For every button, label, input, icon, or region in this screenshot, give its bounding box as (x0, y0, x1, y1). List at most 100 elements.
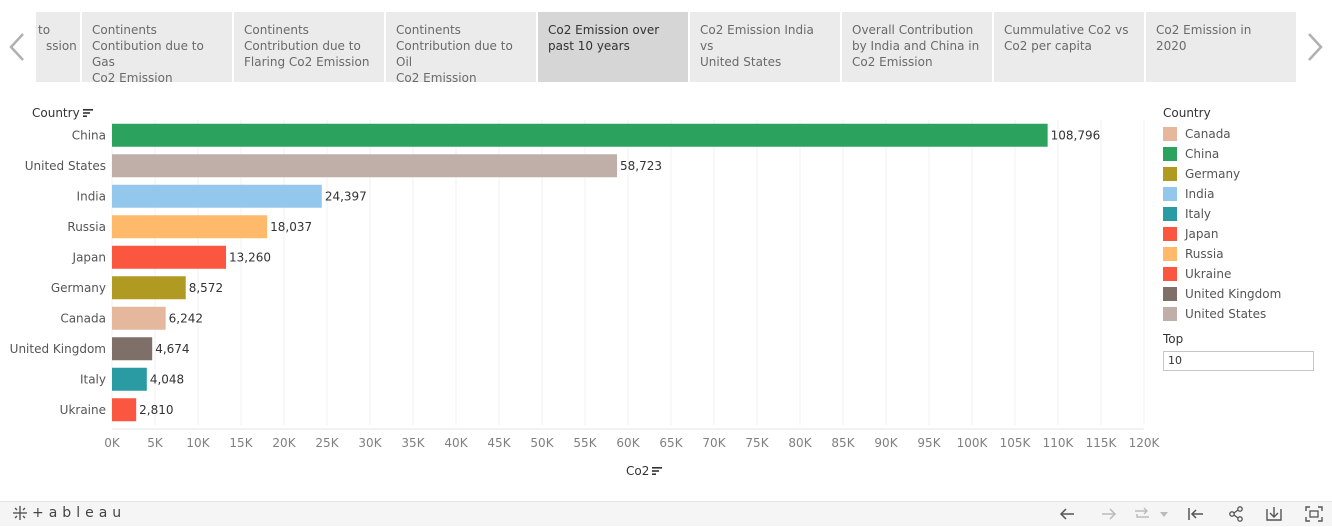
x-axis-title[interactable]: Co2 (626, 464, 663, 479)
sort-descending-icon[interactable] (82, 107, 93, 121)
chevron-left-icon[interactable] (4, 30, 30, 64)
x-tick-label: 100K (957, 436, 989, 450)
category-label: United States (25, 159, 106, 173)
legend-item[interactable]: Germany (1163, 164, 1323, 184)
category-label: Italy (80, 372, 106, 386)
legend-label: Germany (1185, 167, 1241, 181)
x-tick-label: 90K (874, 436, 898, 450)
data-label: 13,260 (229, 250, 271, 264)
data-label: 2,810 (139, 403, 173, 417)
story-tab-8[interactable]: Co2 Emission in 2020 (1146, 12, 1296, 82)
x-tick-label: 45K (487, 436, 511, 450)
revert-icon[interactable] (1132, 505, 1152, 523)
story-tab-label: Co2 Emission over past 10 years (548, 23, 660, 53)
category-label: China (72, 128, 106, 142)
legend-label: Canada (1185, 127, 1231, 141)
bar-germany[interactable] (112, 276, 186, 300)
data-label: 58,723 (620, 159, 662, 173)
legend-item[interactable]: Ukraine (1163, 264, 1323, 284)
x-tick-label: 65K (659, 436, 683, 450)
legend-swatch (1163, 127, 1177, 141)
category-label: India (77, 189, 106, 203)
category-label: Canada (60, 311, 106, 325)
legend-label: United Kingdom (1185, 287, 1282, 301)
top-filter-input[interactable] (1163, 350, 1314, 371)
bar-italy[interactable] (112, 367, 147, 391)
share-icon[interactable] (1226, 505, 1246, 523)
bar-india[interactable] (112, 184, 322, 208)
bar-chart: China 108,796 United States 58,723 India 24,3… (10, 120, 1160, 450)
undo-icon[interactable] (1058, 505, 1078, 523)
story-tab-2[interactable]: Continents Contribution due to Flaring C… (234, 12, 384, 82)
x-tick-label: 30K (358, 436, 382, 450)
sort-icon[interactable] (652, 465, 663, 479)
legend-swatch (1163, 187, 1177, 201)
story-tab-3[interactable]: Continents Contribution due to Oil Co2 E… (386, 12, 536, 82)
data-label: 4,048 (150, 372, 184, 386)
fullscreen-icon[interactable] (1304, 505, 1324, 523)
legend-swatch (1163, 267, 1177, 281)
data-label: 18,037 (270, 220, 312, 234)
category-label: Russia (67, 220, 106, 234)
story-tab-0[interactable]: to ssion (36, 12, 80, 82)
bar-china[interactable] (112, 123, 1048, 147)
story-tab-1[interactable]: Continents Contibution due to Gas Co2 Em… (82, 12, 232, 82)
category-label: United Kingdom (10, 342, 106, 356)
chevron-right-icon[interactable] (1302, 30, 1328, 64)
bar-united-states[interactable] (112, 154, 618, 178)
tableau-logo-icon (13, 506, 27, 520)
jump-to-start-icon[interactable] (1186, 505, 1206, 523)
row-header[interactable]: Country (32, 106, 93, 121)
x-tick-label: 60K (616, 436, 640, 450)
story-tab-label: Continents Contribution due to Flaring C… (244, 23, 370, 69)
story-tab-4[interactable]: Co2 Emission over past 10 years (538, 12, 688, 82)
legend-label: China (1185, 147, 1220, 161)
bar-russia[interactable] (112, 215, 268, 239)
redo-icon[interactable] (1098, 505, 1118, 523)
data-label: 24,397 (325, 189, 367, 203)
legend-swatch (1163, 307, 1177, 321)
legend-item[interactable]: United States (1163, 304, 1323, 324)
category-label: Japan (72, 250, 106, 264)
category-label: Ukraine (60, 403, 106, 417)
download-icon[interactable] (1264, 505, 1284, 523)
legend-item[interactable]: Russia (1163, 244, 1323, 264)
legend-item[interactable]: India (1163, 184, 1323, 204)
x-tick-label: 50K (530, 436, 554, 450)
legend-item[interactable]: Canada (1163, 124, 1323, 144)
tableau-logo[interactable]: +ableau (12, 505, 126, 521)
story-tab-label: Co2 Emission in 2020 (1156, 23, 1252, 53)
legend-swatch (1163, 247, 1177, 261)
x-tick-label: 75K (745, 436, 769, 450)
tableau-toolbar: +ableau (0, 501, 1332, 526)
legend-label: Japan (1185, 227, 1219, 241)
x-tick-label: 0K (104, 436, 121, 450)
x-tick-label: 120K (1129, 436, 1160, 450)
bar-canada[interactable] (112, 306, 166, 330)
x-tick-label: 80K (788, 436, 812, 450)
legend-label: United States (1185, 307, 1267, 321)
dropdown-icon[interactable] (1158, 505, 1170, 523)
legend-swatch (1163, 167, 1177, 181)
bar-japan[interactable] (112, 245, 227, 269)
x-tick-label: 25K (315, 436, 339, 450)
tableau-wordmark: +ableau (32, 505, 127, 521)
bar-united-kingdom[interactable] (112, 337, 153, 361)
story-tab-label: Overall Contribution by India and China … (852, 23, 980, 69)
legend-label: Italy (1185, 207, 1212, 221)
legend-title: Country (1163, 106, 1211, 120)
story-tab-5[interactable]: Co2 Emission India vs United States (690, 12, 840, 82)
bar-ukraine[interactable] (112, 398, 137, 422)
story-tab-label: Continents Contribution due to Oil Co2 E… (396, 23, 513, 82)
legend-item[interactable]: Italy (1163, 204, 1323, 224)
story-navigator: to ssion Continents Contibution due to Ga… (0, 0, 1332, 100)
x-tick-label: 115K (1086, 436, 1118, 450)
legend-item[interactable]: China (1163, 144, 1323, 164)
story-tab-label: Co2 Emission India vs United States (700, 23, 814, 69)
category-label: Germany (51, 281, 106, 295)
legend-item[interactable]: United Kingdom (1163, 284, 1323, 304)
legend-item[interactable]: Japan (1163, 224, 1323, 244)
story-tab-6[interactable]: Overall Contribution by India and China … (842, 12, 992, 82)
story-tab-7[interactable]: Cummulative Co2 vs Co2 per capita (994, 12, 1144, 82)
story-tab-label: Cummulative Co2 vs Co2 per capita (1004, 23, 1129, 53)
